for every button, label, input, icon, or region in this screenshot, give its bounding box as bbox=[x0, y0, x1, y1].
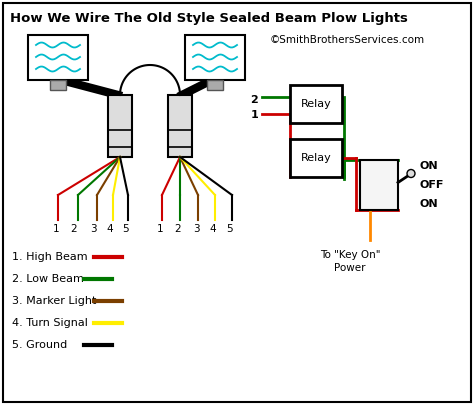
Text: 3: 3 bbox=[193, 224, 199, 234]
Text: How We Wire The Old Style Sealed Beam Plow Lights: How We Wire The Old Style Sealed Beam Pl… bbox=[10, 12, 408, 25]
Bar bbox=[185, 35, 245, 80]
Text: 2: 2 bbox=[250, 95, 258, 105]
Text: 1: 1 bbox=[53, 224, 59, 234]
Text: 5: 5 bbox=[227, 224, 233, 234]
Text: ©SmithBrothersServices.com: ©SmithBrothersServices.com bbox=[270, 35, 425, 45]
Bar bbox=[290, 139, 342, 177]
Text: 5: 5 bbox=[123, 224, 129, 234]
Bar bbox=[108, 95, 132, 157]
Text: To "Key On"
Power: To "Key On" Power bbox=[320, 250, 380, 273]
Text: 2: 2 bbox=[71, 224, 77, 234]
Text: 2. Low Beam: 2. Low Beam bbox=[12, 274, 84, 284]
Bar bbox=[207, 80, 223, 90]
Bar bbox=[50, 80, 66, 90]
Text: 1: 1 bbox=[250, 110, 258, 120]
Bar bbox=[28, 35, 88, 80]
Text: Relay: Relay bbox=[301, 99, 331, 109]
Text: 4. Turn Signal: 4. Turn Signal bbox=[12, 318, 88, 328]
Text: 5. Ground: 5. Ground bbox=[12, 340, 67, 350]
Text: 4: 4 bbox=[107, 224, 113, 234]
Bar bbox=[290, 85, 342, 123]
Text: 4: 4 bbox=[210, 224, 216, 234]
Text: OFF: OFF bbox=[420, 180, 444, 190]
Text: 1. High Beam: 1. High Beam bbox=[12, 252, 88, 262]
Bar bbox=[360, 160, 398, 210]
Circle shape bbox=[407, 170, 415, 177]
Text: 1: 1 bbox=[157, 224, 164, 234]
Text: Relay: Relay bbox=[301, 153, 331, 163]
Text: 3: 3 bbox=[90, 224, 96, 234]
Text: 2: 2 bbox=[175, 224, 182, 234]
Text: 3. Marker Light: 3. Marker Light bbox=[12, 296, 96, 306]
Text: ON: ON bbox=[420, 199, 438, 209]
Text: ON: ON bbox=[420, 161, 438, 171]
Bar bbox=[168, 95, 192, 157]
